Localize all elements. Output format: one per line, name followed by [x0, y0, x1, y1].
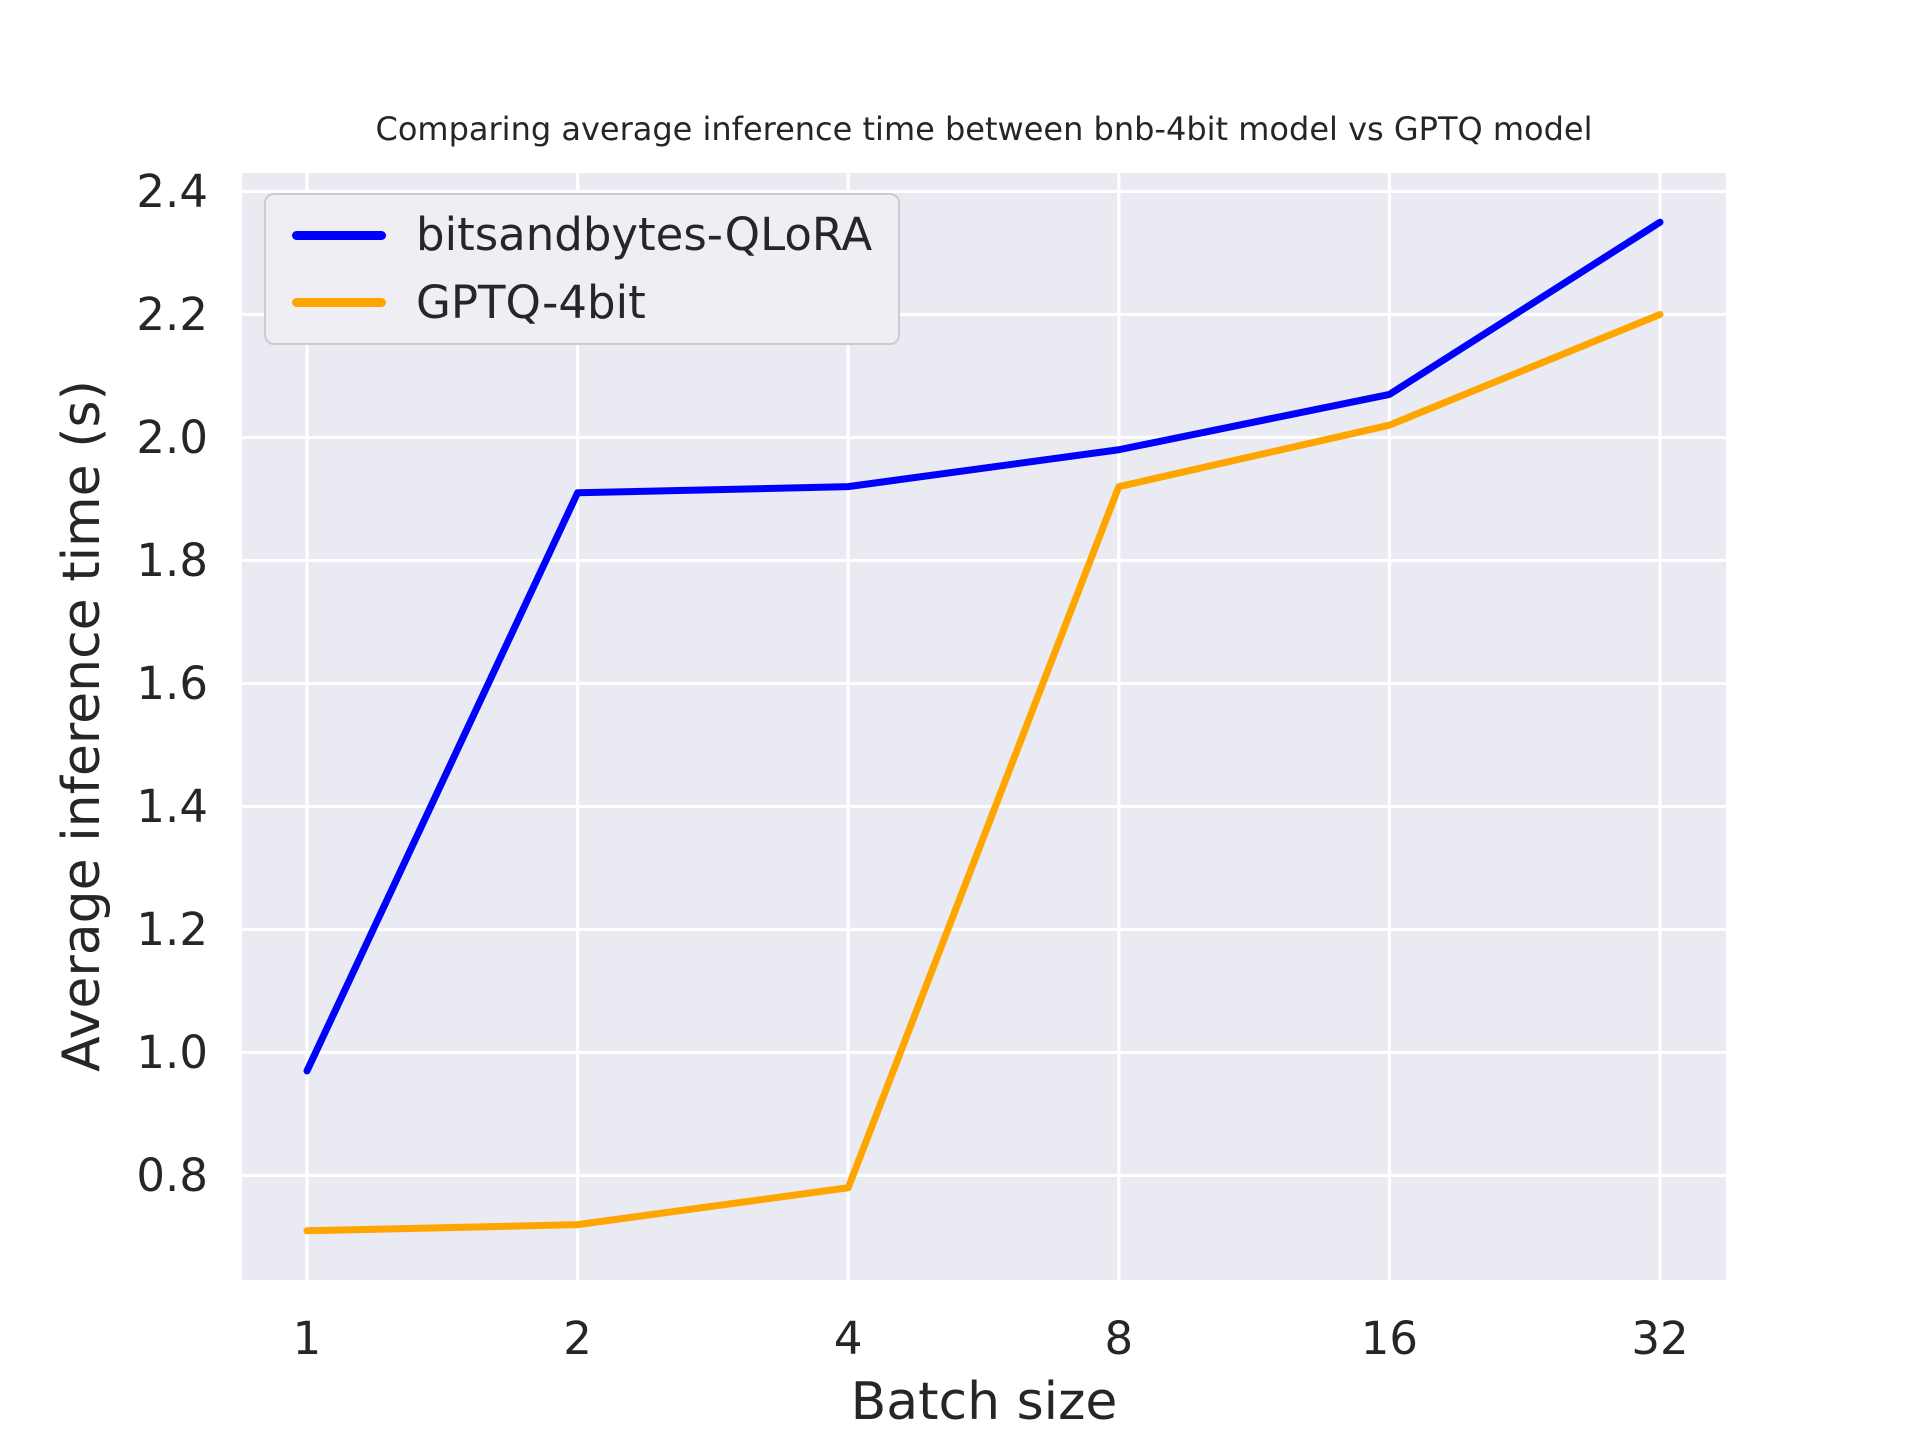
- legend-label: GPTQ-4bit: [416, 276, 646, 329]
- x-tick-label: 8: [1104, 1312, 1133, 1365]
- series-line-bitsandbytes-QLoRA: [303, 218, 1664, 1075]
- x-axis-label: Batch size: [850, 1372, 1118, 1432]
- series-line-GPTQ-4bit: [303, 310, 1664, 1235]
- x-tick-label: 1: [293, 1312, 322, 1365]
- y-tick-label: 0.8: [136, 1149, 208, 1202]
- chart-title: Comparing average inference time between…: [375, 110, 1593, 148]
- x-tick-label: 32: [1631, 1312, 1688, 1365]
- y-tick-label: 2.4: [136, 165, 208, 218]
- legend-line-sample-blue: [292, 230, 386, 240]
- legend: bitsandbytes-QLoRA GPTQ-4bit: [264, 193, 900, 345]
- tick-labels: 0.8 1.0 1.2 1.4 1.6 1.8 2.0 2.2 2.4 1 2 4 8 16 32: [136, 165, 1688, 1365]
- y-tick-label: 1.8: [136, 534, 208, 587]
- y-tick-label: 1.0: [136, 1026, 208, 1079]
- y-tick-label: 2.2: [136, 288, 208, 341]
- y-tick-label: 2.0: [136, 411, 208, 464]
- y-tick-label: 1.6: [136, 657, 208, 710]
- legend-item: bitsandbytes-QLoRA: [292, 209, 898, 261]
- y-tick-label: 1.2: [136, 903, 208, 956]
- x-tick-label: 4: [834, 1312, 863, 1365]
- legend-item: GPTQ-4bit: [292, 277, 898, 329]
- legend-label: bitsandbytes-QLoRA: [416, 208, 873, 262]
- x-tick-label: 16: [1361, 1312, 1418, 1365]
- y-axis-label: Average inference time (s): [52, 380, 112, 1072]
- x-tick-label: 2: [563, 1312, 592, 1365]
- plot-background: [242, 173, 1726, 1280]
- y-tick-label: 1.4: [136, 780, 208, 833]
- legend-line-sample-orange: [292, 298, 386, 308]
- gridlines: [242, 173, 1726, 1280]
